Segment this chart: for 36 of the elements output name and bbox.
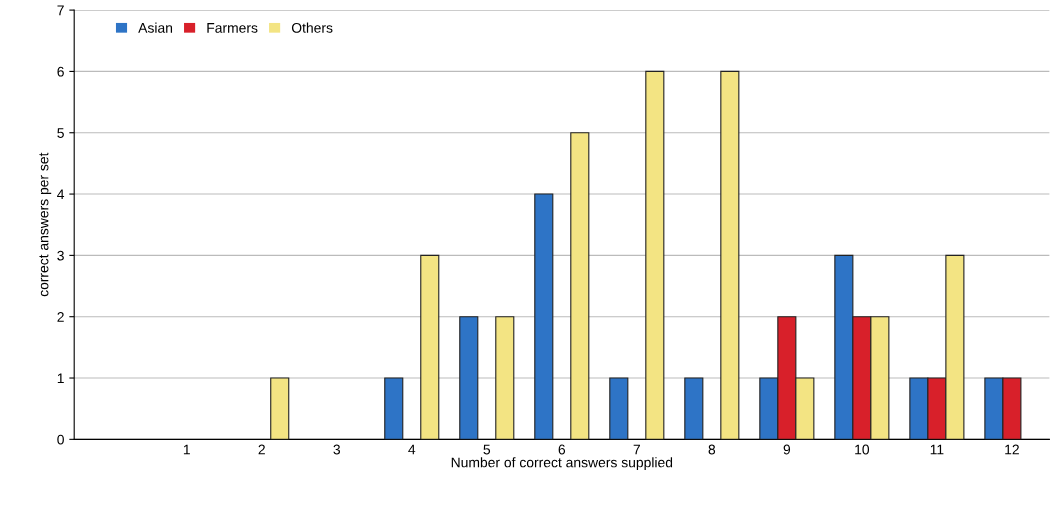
x-tick-label: 3 <box>333 444 341 455</box>
bar <box>534 193 554 440</box>
y-tick-label: 1 <box>57 373 64 384</box>
x-tick-label: 7 <box>633 444 640 455</box>
y-tick-label: 2 <box>57 312 64 322</box>
y-tick-label: 4 <box>57 189 65 200</box>
bar <box>384 377 404 440</box>
bar <box>495 316 515 440</box>
x-axis-title: Number of correct answers supplied <box>451 457 673 471</box>
x-tick-label: 1 <box>183 444 190 455</box>
bar <box>420 254 440 440</box>
bar <box>459 316 479 440</box>
legend-label: Others <box>291 22 333 33</box>
legend-label: Farmers <box>207 23 258 33</box>
legend-label: Asian <box>138 22 173 33</box>
x-tick-label: 8 <box>708 444 716 455</box>
x-tick-label: 9 <box>783 444 791 455</box>
y-tick-label: 0 <box>57 434 64 445</box>
y-axis-title: correct answers per set <box>39 152 52 297</box>
x-tick-label: 4 <box>408 444 416 455</box>
y-tick-label: 3 <box>57 250 64 261</box>
y-tick-label: 7 <box>57 5 64 16</box>
y-tick-label: 6 <box>57 66 64 77</box>
bar <box>570 132 590 440</box>
x-tick-label: 6 <box>558 444 566 455</box>
bar <box>270 377 290 440</box>
x-tick-label: 5 <box>483 444 491 455</box>
bar <box>684 377 704 440</box>
x-tick-label: 2 <box>258 444 265 455</box>
x-tick-label: 10 <box>855 444 870 455</box>
x-tick-label: 12 <box>1005 444 1019 455</box>
y-tick-label: 5 <box>57 128 64 138</box>
bar <box>720 70 740 440</box>
x-tick-label: 11 <box>930 444 944 455</box>
bar <box>609 377 629 440</box>
bar <box>645 70 665 440</box>
